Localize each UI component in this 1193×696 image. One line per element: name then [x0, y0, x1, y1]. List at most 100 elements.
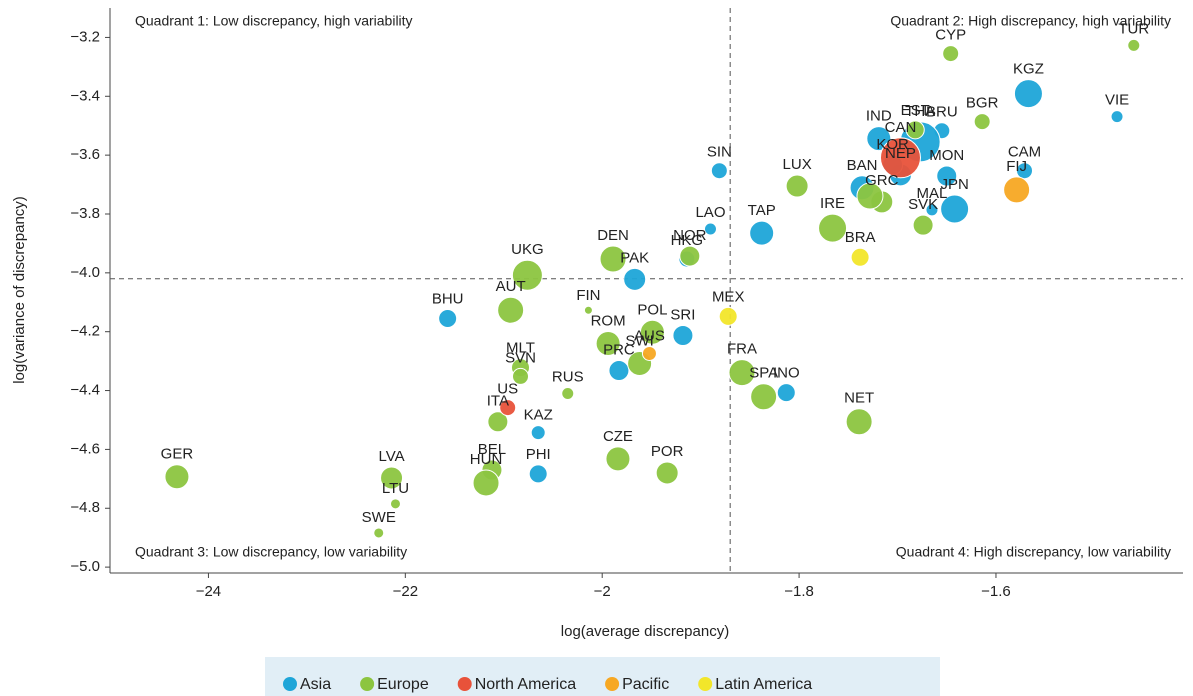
- point-label: BEL: [478, 441, 506, 458]
- point-label: BRU: [926, 104, 958, 121]
- bubble: [845, 408, 873, 436]
- point-label: SIN: [707, 144, 732, 161]
- bubble: [641, 345, 657, 361]
- point-label: BAN: [847, 157, 878, 174]
- bubble: [785, 174, 809, 198]
- bubble: [1003, 176, 1031, 204]
- bubble: [1016, 162, 1034, 180]
- bubble: [718, 306, 738, 326]
- point-label: BRA: [845, 229, 876, 246]
- legend-swatch: [457, 677, 472, 691]
- bubble: [750, 383, 778, 411]
- bubble: [856, 182, 884, 210]
- point-label: LAO: [695, 204, 725, 221]
- x-tick-label: −22: [393, 583, 418, 600]
- y-tick-label: −4.2: [70, 323, 100, 340]
- legend-swatch: [283, 677, 297, 691]
- point-label: PAK: [620, 249, 649, 266]
- point-label: LVA: [378, 448, 404, 465]
- bubble: [749, 220, 775, 246]
- bubble: [511, 259, 543, 291]
- point-label: AUT: [496, 278, 526, 295]
- bubble: [850, 247, 870, 267]
- bubble: [940, 194, 970, 224]
- point-label: GER: [161, 446, 194, 463]
- point-label: US: [497, 381, 518, 398]
- bubble: [1013, 79, 1043, 109]
- point-label: AUS: [634, 327, 665, 344]
- y-tick-label: −3.6: [70, 146, 100, 163]
- quadrant-label: Quadrant 4: High discrepancy, low variab…: [896, 544, 1171, 560]
- point-label: POR: [651, 443, 684, 460]
- bubble: [710, 162, 728, 180]
- legend-swatch: [698, 677, 713, 691]
- point-label: IRE: [820, 195, 845, 212]
- quadrant-label: Quadrant 1: Low discrepancy, high variab…: [135, 13, 413, 29]
- bubble: [497, 296, 525, 324]
- y-tick-label: −5.0: [70, 558, 100, 575]
- bubble: [639, 319, 665, 345]
- bubble: [487, 411, 509, 433]
- point-label: HUN: [470, 451, 503, 468]
- point-label: CZE: [603, 428, 633, 445]
- point-label: INO: [773, 365, 800, 382]
- point-label: SPA: [749, 365, 778, 382]
- y-tick-label: −3.2: [70, 28, 100, 45]
- point-label: POL: [637, 301, 667, 318]
- y-axis-label: log(variance of discrepancy): [11, 196, 28, 384]
- point-label: MON: [929, 147, 964, 164]
- bubble: [776, 383, 796, 403]
- point-label: NOR: [673, 227, 707, 244]
- point-label: KOR: [876, 136, 909, 153]
- bubble: [925, 203, 939, 217]
- point-label: THA: [905, 103, 935, 120]
- point-label: TUR: [1118, 20, 1149, 37]
- bubble: [472, 469, 500, 497]
- point-label: PHI: [526, 446, 551, 463]
- quadrant-label: Quadrant 2: High discrepancy, high varia…: [890, 13, 1171, 29]
- bubble: [380, 466, 404, 490]
- bubble: [905, 120, 925, 140]
- point-label: ITA: [487, 393, 509, 410]
- point-label: NEP: [885, 145, 916, 162]
- point-label: ROM: [591, 312, 626, 329]
- bubble: [879, 137, 921, 179]
- bubble: [164, 464, 190, 490]
- point-label: SRI: [670, 306, 695, 323]
- bubble: [1127, 38, 1141, 52]
- y-tick-label: −3.4: [70, 87, 100, 104]
- y-tick-label: −4.6: [70, 440, 100, 457]
- point-label: PRC: [603, 342, 635, 359]
- bubble: [973, 113, 991, 131]
- y-tick-label: −4.0: [70, 264, 100, 281]
- point-label: TAP: [748, 202, 776, 219]
- point-label: CYP: [935, 27, 966, 44]
- bubble: [389, 498, 401, 510]
- bubble: [438, 308, 458, 328]
- quadrant-label: Quadrant 3: Low discrepancy, low variabi…: [135, 544, 407, 560]
- x-axis-label: log(average discrepancy): [561, 623, 729, 640]
- bubble: [599, 245, 627, 273]
- bubble: [373, 527, 385, 539]
- point-label: FRA: [727, 341, 757, 358]
- bubble: [595, 330, 621, 356]
- bubble: [561, 386, 575, 400]
- point-label: FIJ: [1006, 158, 1027, 175]
- bubble: [605, 446, 631, 472]
- y-tick-label: −4.4: [70, 382, 100, 399]
- point-label: DEN: [597, 227, 629, 244]
- bubble: [499, 399, 517, 417]
- bubble: [728, 359, 756, 387]
- bubble: [942, 45, 960, 63]
- point-label: CAM: [1008, 144, 1041, 161]
- legend-label: Asia: [300, 676, 331, 693]
- point-label: SVK: [908, 196, 938, 213]
- bubble: [936, 165, 958, 187]
- point-label: BHU: [432, 290, 464, 307]
- bubble: [672, 325, 694, 347]
- legend-swatch: [605, 677, 620, 691]
- point-label: KAZ: [524, 407, 553, 424]
- x-tick-label: −1.6: [981, 583, 1011, 600]
- x-tick-label: −2: [594, 583, 611, 600]
